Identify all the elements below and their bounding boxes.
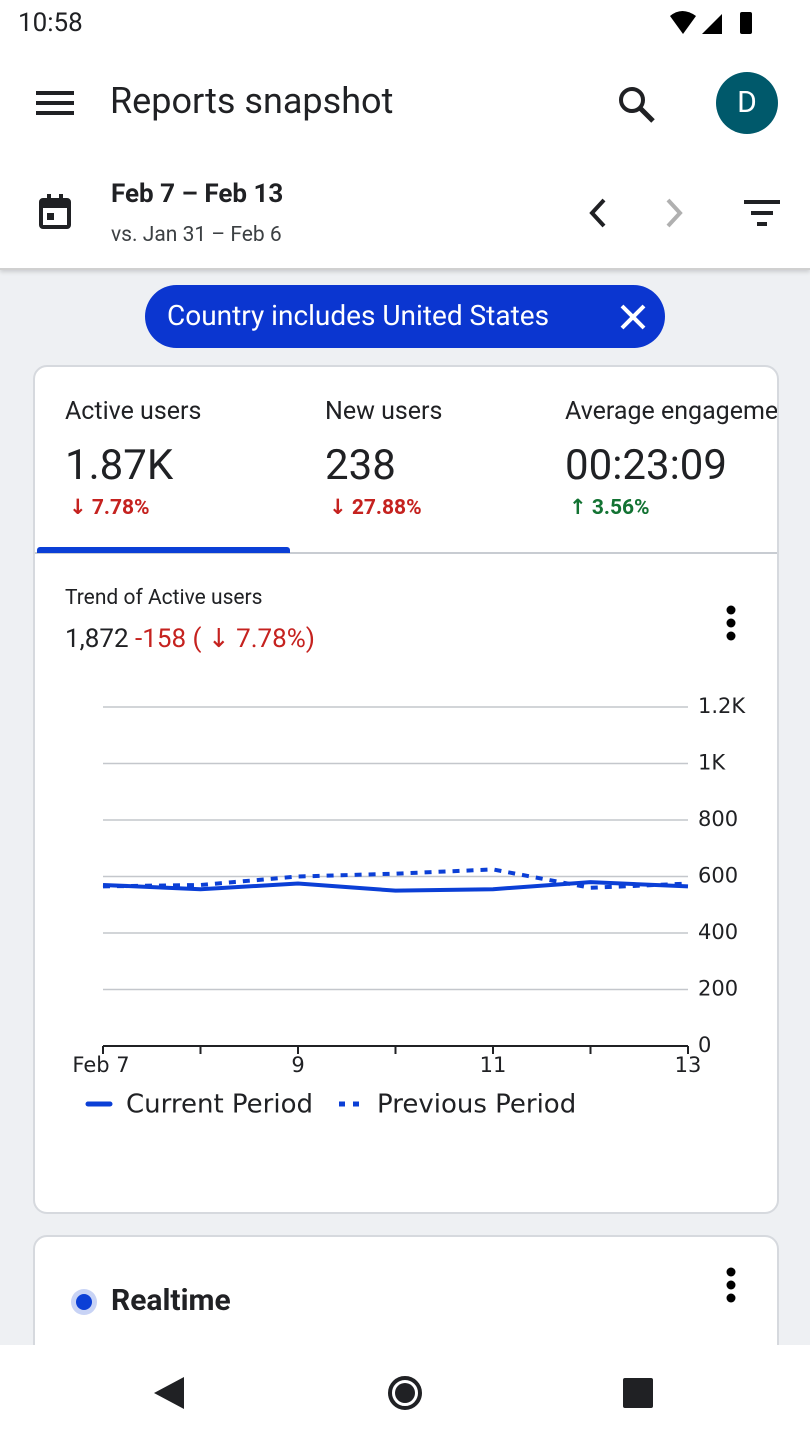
- period-nav[interactable]: [586, 196, 696, 230]
- metric-change: ↓ 27.88%: [329, 496, 422, 520]
- metric-label: Active users: [65, 397, 202, 426]
- filter-button[interactable]: [744, 200, 782, 228]
- y-tick-label: 1K: [698, 751, 726, 775]
- more-button[interactable]: [725, 605, 737, 641]
- metric-change: ↓ 7.78%: [69, 496, 150, 520]
- y-tick-label: 400: [698, 920, 738, 944]
- legend-label: Previous Period: [377, 1090, 576, 1120]
- status-icons: [670, 11, 752, 34]
- trend-summary: 1,872 -158 ( ↓ 7.78%): [65, 624, 315, 654]
- trend-total: 1,872: [65, 624, 129, 654]
- y-tick-label: 600: [698, 864, 738, 888]
- menu-button[interactable]: [36, 88, 76, 118]
- chip-label: Country includes United States: [167, 299, 550, 332]
- metric-change: ↑ 3.56%: [569, 496, 650, 520]
- y-tick-label: 200: [698, 977, 738, 1001]
- metric-value: 238: [325, 441, 396, 490]
- y-tick-label: 1.2K: [698, 694, 746, 718]
- metric-label: New users: [325, 397, 443, 426]
- legend-label: Current Period: [126, 1090, 313, 1120]
- series-line: [102, 880, 689, 893]
- card: Active users 1.87K ↓ 7.78% New users 238 ↓ 27…: [33, 365, 779, 1214]
- trend-title: Trend of Active users: [65, 586, 263, 610]
- system-nav[interactable]: [150, 1375, 660, 1411]
- realtime-title: Realtime: [111, 1283, 231, 1318]
- nav-bar: [0, 1345, 810, 1440]
- x-tick-label: 11: [480, 1053, 507, 1077]
- header: [0, 0, 810, 270]
- calendar-icon[interactable]: [38, 194, 72, 230]
- more-button[interactable]: [725, 1267, 737, 1303]
- metric-label: Average engagement time: [565, 397, 779, 426]
- tab-divider: [35, 552, 777, 554]
- status-time: 10:58: [18, 8, 83, 38]
- y-tick-label: 800: [698, 807, 738, 831]
- app-title: Reports snapshot: [110, 80, 394, 122]
- metric-value: 1.87K: [65, 441, 174, 490]
- metric-value: 00:23:09: [565, 441, 727, 490]
- trend-delta: -158 ( ↓ 7.78%): [135, 624, 315, 654]
- avatar[interactable]: D: [716, 72, 778, 134]
- tab-indicator: [37, 547, 290, 553]
- live-indicator: [71, 1289, 97, 1315]
- x-tick-label: 9: [291, 1053, 304, 1077]
- chip-close[interactable]: [619, 303, 647, 331]
- comparison-range: vs. Jan 31 – Feb 6: [111, 223, 282, 247]
- series-line: [102, 867, 689, 890]
- search-button[interactable]: [616, 84, 658, 126]
- date-range[interactable]: Feb 7 – Feb 13: [111, 179, 284, 209]
- x-tick-label: 13: [675, 1053, 702, 1077]
- trend-chart: 0 200 400 600 800 1K 1.2K Feb 7 9 11 13 Current Per…: [72, 694, 746, 1120]
- y-tick-label: 0: [698, 1033, 711, 1057]
- x-tick-label: Feb 7: [72, 1053, 129, 1077]
- filter-chip[interactable]: Country includes United States: [145, 285, 665, 348]
